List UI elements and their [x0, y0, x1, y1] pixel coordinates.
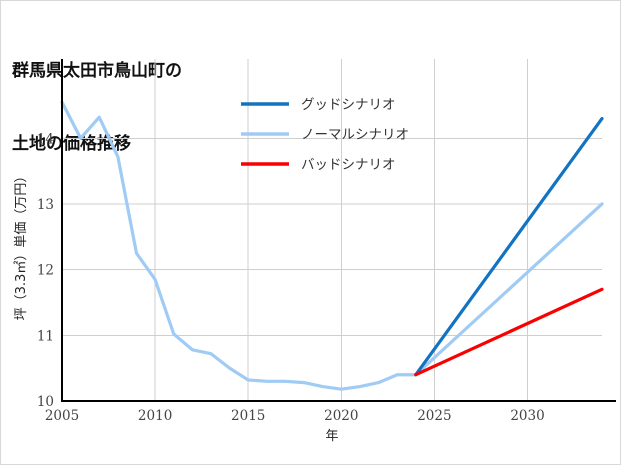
x-tick-label: 2030	[510, 408, 544, 424]
y-tick-label: 10	[37, 394, 54, 410]
legend-entry: ノーマルシナリオ	[241, 127, 409, 143]
legend-label: バッドシナリオ	[301, 157, 396, 173]
legend-label: グッドシナリオ	[301, 97, 396, 113]
legend-label: ノーマルシナリオ	[301, 127, 409, 143]
axis-titles: 年 坪（3.3㎡）単価（万円）	[13, 170, 339, 444]
x-tick-label: 2025	[417, 408, 451, 424]
x-gridlines	[154, 59, 529, 401]
series-line	[60, 100, 604, 391]
page-title-line-1: 群馬県太田市鳥山町の	[12, 61, 182, 81]
series-line	[414, 287, 604, 377]
legend-entry: バッドシナリオ	[241, 157, 396, 173]
x-tick-label: 2010	[138, 408, 172, 424]
y-tick-label: 13	[37, 197, 54, 213]
x-tick-label: 2020	[324, 408, 358, 424]
y-tick-label: 12	[37, 263, 54, 279]
series-line	[414, 116, 604, 377]
y-tick-label: 11	[37, 328, 54, 344]
axis-spines	[60, 59, 616, 403]
series-lines	[60, 100, 604, 391]
legend-entry: グッドシナリオ	[241, 97, 396, 113]
x-tick-label: 2015	[231, 408, 265, 424]
y-gridlines	[62, 137, 602, 336]
x-tick-labels: 2005 2010 2015 2020 2025 2030	[45, 408, 545, 424]
y-tick-label: 14	[37, 131, 54, 147]
x-axis-title: 年	[325, 429, 338, 444]
y-tick-labels: 10 11 12 13 14	[37, 131, 54, 410]
x-tick-label: 2005	[45, 408, 79, 424]
y-axis-title: 坪（3.3㎡）単価（万円）	[13, 170, 29, 321]
